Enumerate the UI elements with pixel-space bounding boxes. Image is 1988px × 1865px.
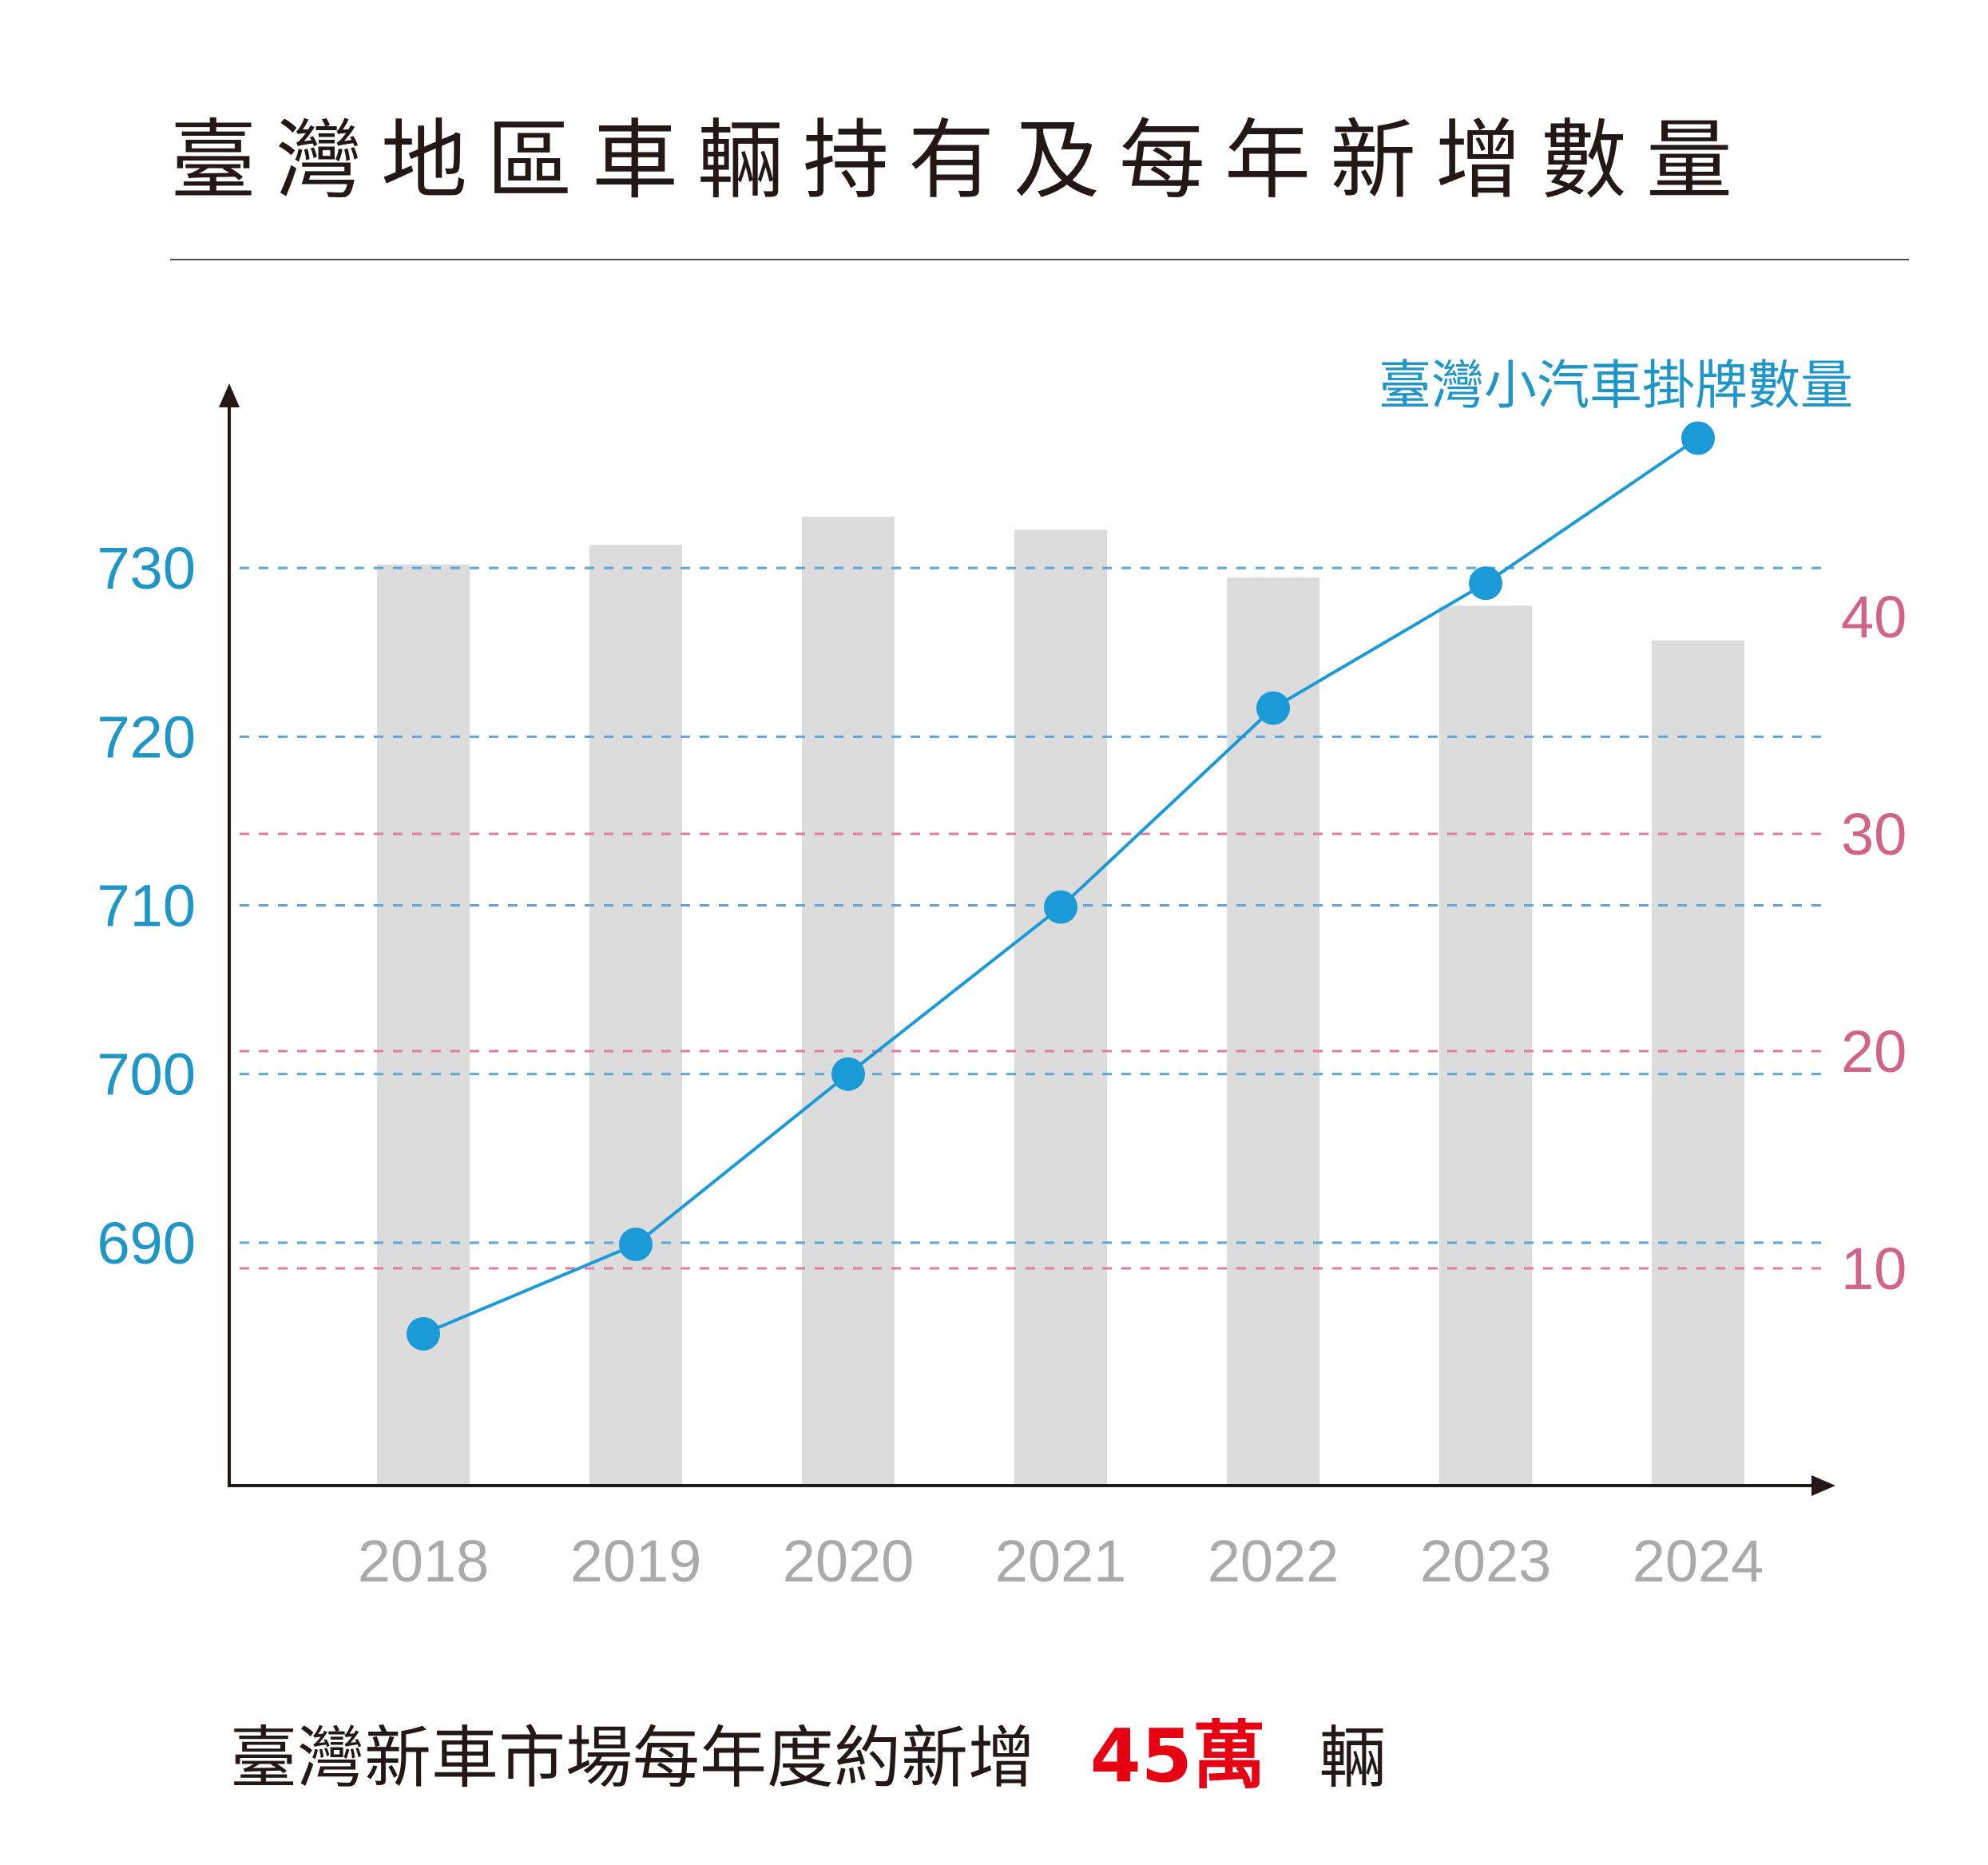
line-series-legend: 臺灣小汽車掛牌數量 (1379, 355, 1853, 416)
line-point-2022 (1256, 691, 1290, 725)
footnote-highlight: 45萬 (1090, 1713, 1266, 1799)
bar-2024 (1652, 640, 1744, 1486)
left-axis-ticks: 690 700 710 720 730 (97, 535, 196, 1276)
line-point-2020 (831, 1057, 865, 1091)
x-tick-label-2023: 2023 (1420, 1528, 1552, 1594)
x-tick-label-2020: 2020 (783, 1528, 915, 1594)
x-tick-label-2021: 2021 (995, 1528, 1127, 1594)
line-series-layer (407, 421, 1715, 1351)
bar-2021 (1014, 530, 1107, 1486)
right-tick-label-10: 10 (1841, 1236, 1907, 1302)
x-axis-arrow-icon (1811, 1475, 1835, 1496)
left-tick-label-720: 720 (97, 704, 196, 770)
line-point-2018 (407, 1316, 440, 1351)
right-axis-ticks: 10 20 30 40 (1841, 584, 1907, 1302)
right-tick-label-20: 20 (1841, 1018, 1907, 1085)
footnote-prefix: 臺灣新車市場每年度約新增 (230, 1719, 1035, 1797)
x-axis-ticks: 2018 2019 2020 2021 2022 2023 2024 (358, 1528, 1764, 1594)
line-point-2024 (1681, 421, 1715, 455)
line-point-2021 (1044, 890, 1077, 924)
bars-layer (377, 516, 1744, 1486)
footnote-suffix: 輛 (1319, 1719, 1386, 1797)
bar-2020 (802, 516, 895, 1486)
left-tick-label-690: 690 (97, 1210, 196, 1276)
bar-2022 (1227, 577, 1319, 1486)
right-tick-label-30: 30 (1841, 801, 1907, 867)
bar-2019 (589, 545, 682, 1486)
chart-title: 臺灣地區車輛持有及每年新增數量 (170, 111, 1752, 211)
line-point-2023 (1469, 566, 1502, 601)
x-tick-label-2019: 2019 (570, 1528, 702, 1594)
grid-layer (240, 566, 1829, 1270)
line-point-2019 (619, 1228, 653, 1262)
left-tick-label-730: 730 (97, 535, 196, 601)
y-axis-arrow-icon (219, 383, 240, 407)
left-tick-label-700: 700 (97, 1042, 196, 1108)
left-tick-label-710: 710 (97, 873, 196, 939)
right-tick-label-40: 40 (1841, 584, 1907, 650)
x-tick-label-2022: 2022 (1208, 1528, 1339, 1594)
x-tick-label-2018: 2018 (358, 1528, 490, 1594)
footnote: 臺灣新車市場每年度約新增 45萬 輛 (230, 1713, 1386, 1799)
x-tick-label-2024: 2024 (1633, 1528, 1764, 1594)
bar-2023 (1439, 605, 1532, 1486)
